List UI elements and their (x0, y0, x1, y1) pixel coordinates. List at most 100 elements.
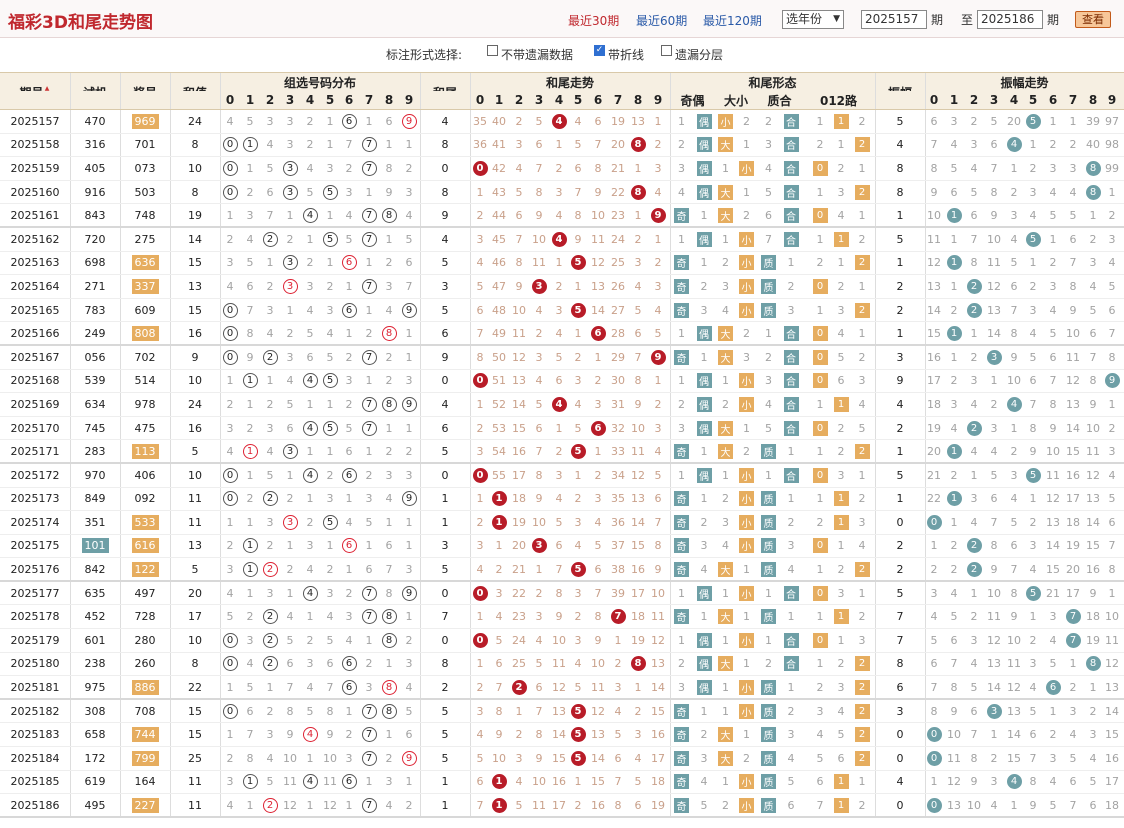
amp-miss: 4 (930, 610, 938, 624)
amp-cell: 5 (896, 468, 904, 482)
odd-cell: 奇 (670, 488, 693, 511)
column-separator (70, 393, 71, 416)
trend-cell: 3 (530, 605, 548, 628)
dist-cell: 2 (340, 723, 358, 746)
trend-miss: 7 (594, 586, 602, 600)
trend-miss: 5 (495, 633, 503, 647)
prime-cell-box: 质 (761, 727, 776, 743)
dist-cell: 1 (221, 511, 239, 534)
column-separator (925, 275, 926, 298)
amp-miss: 8 (990, 185, 998, 199)
test-cell: 405 (84, 161, 106, 175)
checkbox-with-line[interactable]: ✓ (594, 45, 605, 56)
even-cell: 3 (693, 535, 715, 558)
dist-miss: 9 (326, 728, 334, 742)
nav-recent-30[interactable]: 最近30期 (568, 14, 620, 28)
road-cell: 2 (853, 558, 871, 580)
dist-miss: 3 (246, 633, 254, 647)
amp-miss: 12 (1105, 657, 1119, 671)
road-cell: 2 (832, 558, 850, 580)
column-separator (670, 747, 671, 770)
dist-miss: 2 (385, 350, 393, 364)
amp-trend-cell: 8 (1084, 181, 1102, 204)
trend-miss: 1 (614, 633, 622, 647)
header-row-groups: 期号▲▼试机奖号和值和尾振幅组选号码分布和尾走势和尾形态振幅走势 (0, 72, 1124, 100)
prize-number: 227 (131, 797, 159, 813)
amp-cell: 8 (896, 185, 904, 199)
amp-ball: 0 (926, 727, 942, 743)
checkbox-omission-layer[interactable] (661, 45, 672, 56)
trend-miss: 24 (512, 633, 526, 647)
amp-miss: 10 (1066, 326, 1080, 340)
big-cell: 大 (715, 204, 736, 226)
trend-cell: 0 (471, 464, 489, 487)
trend-cell: 9 (649, 558, 667, 580)
trend-miss: 1 (574, 326, 582, 340)
to-issue-input[interactable]: 2025186 (977, 10, 1043, 29)
amp-miss: 97 (1105, 114, 1119, 128)
dist-ball: 6 (341, 774, 357, 790)
dist-cell: 3 (281, 440, 299, 462)
amp-miss: 7 (1010, 562, 1018, 576)
dist-miss: 1 (326, 444, 334, 458)
view-button[interactable]: 查看 (1075, 11, 1111, 28)
trend-cell: 17 (649, 747, 667, 770)
amp-miss: 17 (1105, 775, 1119, 789)
amp-miss: 1 (1069, 657, 1077, 671)
dist-cell: 6 (281, 653, 299, 676)
dist-cell: 4 (221, 582, 239, 605)
tail-cell: 8 (441, 138, 449, 152)
trend-cell: 40 (490, 110, 508, 133)
amp-trend-cell: 7 (1005, 299, 1023, 322)
dist-ball: 7 (361, 750, 377, 766)
issue-cell: 2025181 (10, 680, 60, 694)
trend-miss: 19 (651, 798, 665, 812)
road-miss: 2 (837, 444, 845, 458)
dist-cell: 4 (301, 464, 319, 487)
dist-cell: 3 (400, 653, 418, 676)
amp-miss: 2 (1089, 232, 1097, 246)
dist-cell: 1 (301, 605, 319, 628)
trend-cell: 4 (569, 535, 587, 558)
trend-miss: 2 (515, 114, 523, 128)
nav-recent-60[interactable]: 最近60期 (636, 14, 688, 28)
year-select[interactable]: 选年份 ▼ (782, 10, 844, 29)
even-cell: 偶 (693, 322, 715, 344)
trend-cell: 6 (589, 110, 607, 133)
amp-miss: 14 (1007, 728, 1021, 742)
column-separator (120, 369, 121, 393)
even-cell: 偶 (693, 157, 715, 180)
from-issue-input[interactable]: 2025157 (861, 10, 927, 29)
trend-miss: 11 (552, 657, 566, 671)
big-cell: 1 (715, 157, 736, 180)
dist-cell: 1 (241, 794, 259, 816)
comp-cell-box: 合 (783, 420, 799, 436)
trend-ball: 5 (570, 561, 586, 577)
nav-recent-120[interactable]: 最近120期 (703, 14, 762, 28)
trend-miss: 4 (574, 657, 582, 671)
dist-miss: 1 (306, 610, 314, 624)
amp-trend-cell: 8 (925, 157, 943, 180)
amp-miss: 5 (990, 114, 998, 128)
trend-cell: 28 (609, 322, 627, 344)
trend-cell: 2 (510, 110, 528, 133)
trend-miss: 7 (654, 515, 662, 529)
digit-header: 2 (514, 93, 524, 107)
trend-miss: 42 (492, 161, 506, 175)
trend-miss: 8 (594, 161, 602, 175)
amp-trend-cell: 4 (1084, 747, 1102, 770)
dist-miss: 3 (345, 374, 353, 388)
trend-miss: 3 (574, 586, 582, 600)
checkbox-no-omission[interactable] (487, 45, 498, 56)
amp-trend-cell: 2 (1024, 275, 1042, 298)
amp-trend-cell: 1 (1024, 252, 1042, 275)
road-cell: 0 (811, 582, 829, 605)
trend-miss: 17 (512, 468, 526, 482)
dist-ball: 4 (302, 727, 318, 743)
column-separator (925, 157, 926, 180)
trend-ball: 9 (650, 207, 666, 223)
dist-cell: 4 (221, 275, 239, 298)
amp-trend-cell: 8 (1103, 346, 1121, 369)
big-cell: 小 (715, 110, 736, 133)
dist-miss: 2 (226, 539, 234, 553)
